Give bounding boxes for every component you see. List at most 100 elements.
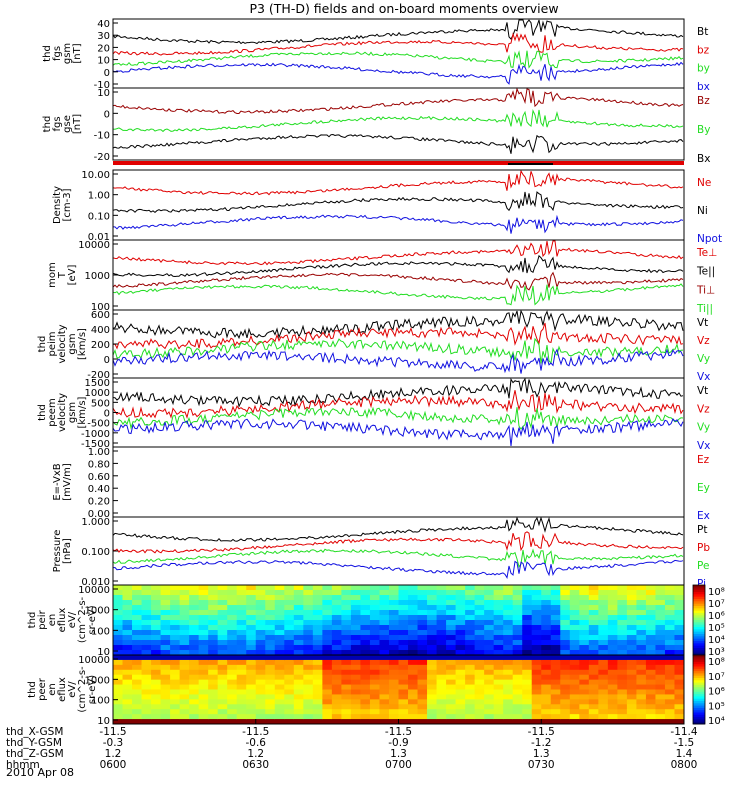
heatmap-cell bbox=[455, 679, 466, 685]
heatmap-cell bbox=[645, 645, 656, 651]
heatmap-cell bbox=[265, 585, 276, 591]
legend-label: Vx bbox=[697, 440, 710, 452]
heatmap-cell bbox=[408, 689, 418, 695]
heatmap-cell bbox=[664, 605, 675, 611]
heatmap-cell bbox=[303, 635, 314, 641]
heatmap-cell bbox=[588, 590, 599, 596]
heatmap-cell bbox=[674, 640, 685, 646]
heatmap-cell bbox=[484, 600, 495, 606]
heatmap-cell bbox=[550, 635, 561, 641]
heatmap-cell bbox=[512, 669, 523, 676]
heatmap-cell bbox=[246, 664, 257, 671]
heatmap-cell bbox=[674, 679, 685, 685]
heatmap-cell bbox=[427, 630, 437, 636]
heatmap-cell bbox=[674, 704, 685, 710]
heatmap-cell bbox=[198, 590, 209, 596]
heatmap-cell bbox=[626, 620, 637, 626]
heatmap-cell bbox=[408, 669, 418, 676]
panel-p9: 10⁸10⁷10⁶10⁵10⁴10³10000100010010thdpeire… bbox=[27, 584, 725, 658]
heatmap-cell bbox=[113, 679, 123, 685]
heatmap-cell bbox=[189, 590, 200, 596]
heatmap-cell bbox=[465, 655, 476, 661]
y-axis-label-line: [km/s] bbox=[77, 328, 88, 360]
heatmap-cell bbox=[331, 635, 342, 641]
heatmap-cell bbox=[522, 664, 533, 671]
heatmap-cell bbox=[607, 590, 618, 596]
series-line-Ti⊥ bbox=[112, 271, 684, 291]
heatmap-cell bbox=[474, 655, 485, 661]
colorbar-cell bbox=[693, 615, 705, 619]
heatmap-cell bbox=[531, 669, 542, 676]
heatmap-cell bbox=[427, 714, 437, 720]
heatmap-cell bbox=[274, 640, 285, 646]
heatmap-cell bbox=[341, 610, 352, 616]
heatmap-cell bbox=[674, 714, 685, 720]
heatmap-cell bbox=[436, 655, 447, 661]
heatmap-cell bbox=[607, 689, 618, 695]
heatmap-cell bbox=[484, 625, 495, 631]
heatmap-cell bbox=[379, 674, 390, 681]
heatmap-cell bbox=[598, 704, 609, 710]
heatmap-cell bbox=[227, 640, 238, 646]
heatmap-cell bbox=[531, 620, 542, 626]
heatmap-cell bbox=[617, 645, 628, 651]
heatmap-cell bbox=[284, 625, 295, 631]
x-axis-row-label: hhmm bbox=[6, 759, 40, 771]
series-line-by bbox=[112, 50, 684, 69]
heatmap-cell bbox=[341, 689, 352, 695]
heatmap-cell bbox=[531, 684, 542, 690]
heatmap-cell bbox=[436, 615, 447, 621]
heatmap-cell bbox=[379, 615, 390, 621]
heatmap-cell bbox=[113, 704, 123, 710]
heatmap-cell bbox=[341, 684, 352, 690]
heatmap-cell bbox=[151, 585, 161, 591]
heatmap-cell bbox=[607, 605, 618, 611]
heatmap-cell bbox=[189, 650, 200, 656]
heatmap-cell bbox=[360, 655, 371, 661]
heatmap-cell bbox=[312, 689, 323, 695]
heatmap-cell bbox=[493, 585, 504, 591]
colorbar-cell bbox=[693, 596, 705, 600]
colorbar-cell bbox=[693, 652, 705, 656]
heatmap-cell bbox=[417, 679, 428, 685]
heatmap-cell bbox=[122, 664, 133, 671]
heatmap-cell bbox=[493, 605, 504, 611]
colorbar-tick-label: 10⁵ bbox=[708, 623, 725, 634]
heatmap-cell bbox=[293, 620, 304, 626]
heatmap-cell bbox=[341, 590, 352, 596]
heatmap-cell bbox=[636, 590, 647, 596]
heatmap-cell bbox=[512, 674, 523, 681]
heatmap-cell bbox=[227, 585, 238, 591]
heatmap-cell bbox=[465, 600, 476, 606]
heatmap-cell bbox=[198, 640, 209, 646]
legend-label: Vx bbox=[697, 371, 710, 383]
colorbar-cell bbox=[693, 673, 705, 677]
heatmap-cell bbox=[427, 615, 437, 621]
heatmap-cell bbox=[550, 699, 561, 705]
heatmap-cell bbox=[598, 674, 609, 681]
colorbar-tick-label: 10⁴ bbox=[708, 716, 725, 727]
heatmap-cell bbox=[636, 640, 647, 646]
colorbar-cell bbox=[693, 648, 705, 651]
heatmap-cell bbox=[522, 689, 533, 695]
heatmap-cell bbox=[113, 689, 123, 695]
heatmap-cell bbox=[388, 664, 399, 671]
heatmap-cell bbox=[493, 719, 504, 725]
heatmap-cell bbox=[398, 684, 409, 690]
heatmap-cell bbox=[179, 699, 190, 705]
heatmap-cell bbox=[274, 635, 285, 641]
heatmap-cell bbox=[113, 659, 123, 666]
heatmap-cell bbox=[617, 684, 628, 690]
heatmap-cell bbox=[503, 610, 514, 616]
heatmap-cell bbox=[227, 679, 238, 685]
heatmap-cell bbox=[293, 605, 304, 611]
y-axis-label: thdfgsgse[nT] bbox=[42, 114, 83, 134]
heatmap-cell bbox=[236, 590, 247, 596]
colorbar-cell bbox=[693, 608, 705, 612]
legend-label: Ex bbox=[697, 510, 710, 522]
heatmap-cell bbox=[331, 709, 342, 715]
heatmap-cell bbox=[160, 699, 171, 705]
heatmap-cell bbox=[417, 585, 428, 591]
heatmap-cell bbox=[484, 635, 495, 641]
y-tick-label: 1000 bbox=[85, 675, 110, 686]
